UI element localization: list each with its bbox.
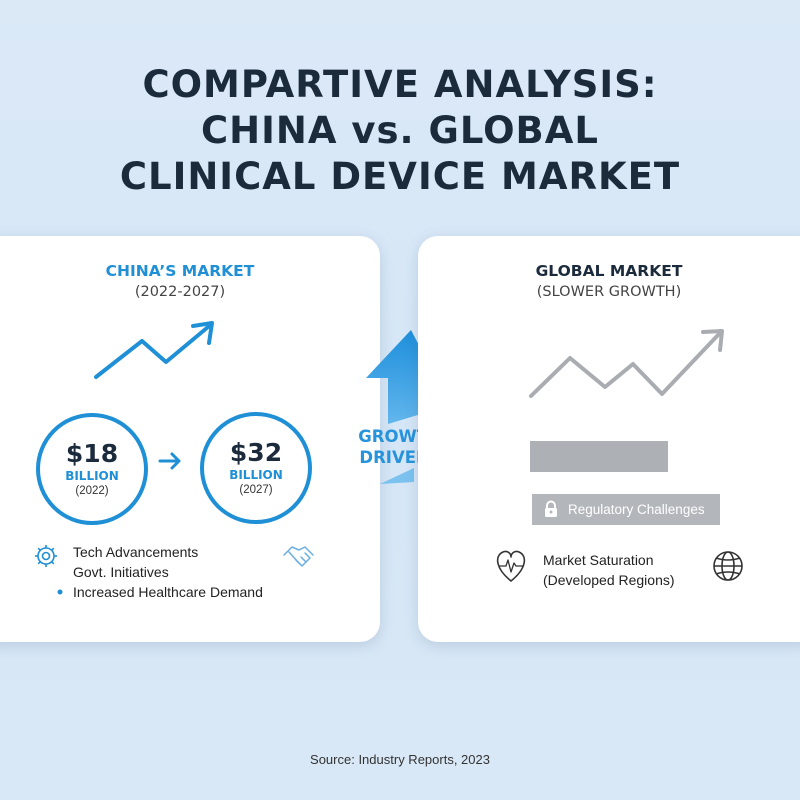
page-title: COMPARTIVE ANALYSIS: CHINA vs. GLOBAL CL… — [0, 62, 800, 200]
china-2027-unit: BILLION — [229, 468, 283, 482]
source-caption: Source: Industry Reports, 2023 — [310, 752, 490, 767]
china-card-title: CHINA’S MARKET — [105, 262, 255, 280]
title-line-2: CHINA vs. GLOBAL — [201, 109, 599, 152]
global-card-subtitle: (SLOWER GROWTH) — [536, 284, 682, 300]
china-2022-value-circle: $18 BILLION (2022) — [36, 413, 148, 525]
driver-healthcare-demand: Increased Healthcare Demand — [73, 584, 263, 600]
china-2027-year: (2027) — [239, 484, 273, 496]
china-2022-unit: BILLION — [65, 469, 119, 483]
global-market-card — [418, 236, 800, 642]
regulatory-challenges-label: Regulatory Challenges — [568, 502, 705, 517]
driver-tech-advancements: Tech Advancements — [73, 544, 199, 560]
china-2022-year: (2022) — [75, 485, 109, 497]
china-card-subtitle: (2022-2027) — [134, 284, 226, 300]
gray-bar — [530, 441, 668, 472]
title-line-1: COMPARTIVE ANALYSIS: — [142, 63, 658, 106]
title-line-3: CLINICAL DEVICE MARKET — [119, 155, 681, 198]
china-2027-amount: $32 — [229, 438, 283, 467]
global-card-title: GLOBAL MARKET — [535, 262, 683, 280]
lock-icon — [545, 500, 557, 517]
china-2022-amount: $18 — [65, 439, 119, 468]
market-saturation-label: Market Saturation — [543, 552, 654, 568]
developed-regions-label: (Developed Regions) — [543, 572, 675, 588]
driver-govt-initiatives: Govt. Initiatives — [73, 564, 169, 580]
china-2027-value-circle: $32 BILLION (2027) — [200, 412, 312, 524]
regulatory-challenges-box: Regulatory Challenges — [532, 494, 720, 525]
